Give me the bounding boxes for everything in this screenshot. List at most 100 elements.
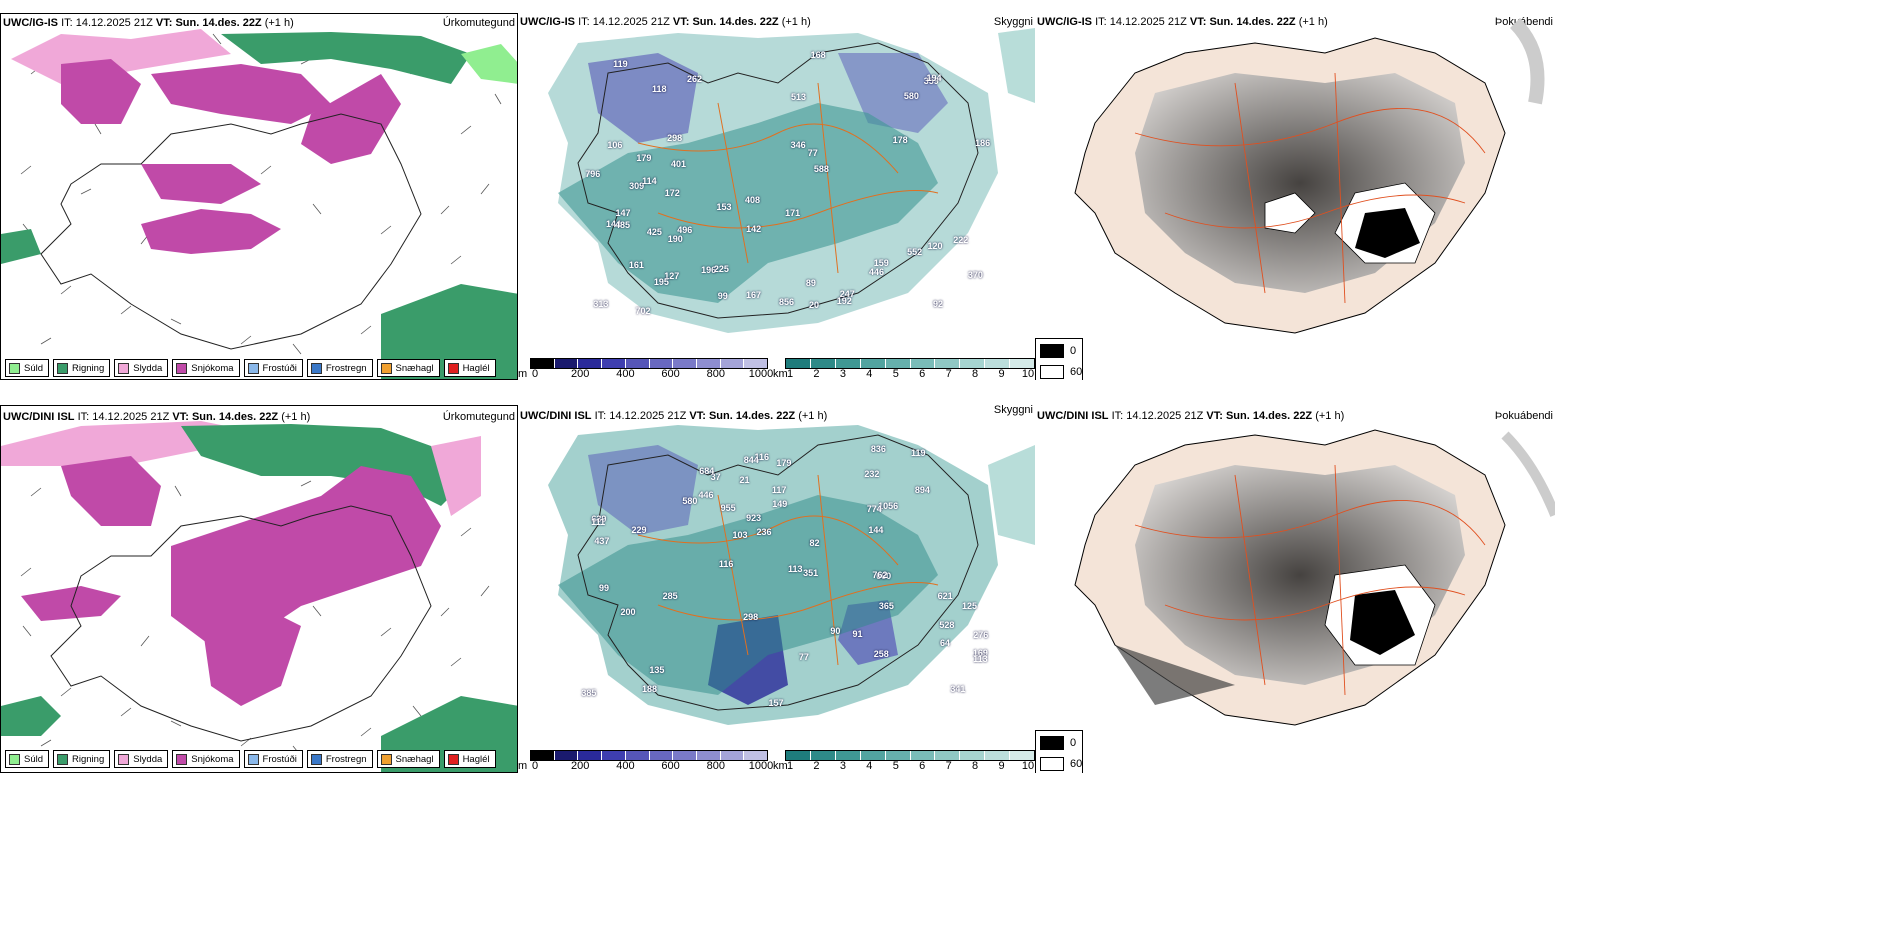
visibility-label: 796 [585, 168, 601, 179]
legend-item: Snæhagl [376, 750, 440, 768]
visibility-label: 485 [614, 219, 630, 230]
colorbar-visibility-km: km 1 2 3 4 5 6 7 8 9 10 [773, 750, 1035, 773]
colorbar-tick-label: 7 [945, 760, 952, 772]
colorbar-unit: m [518, 760, 528, 772]
colorbar-tick-label: 800 [706, 368, 725, 380]
colorbar-segment [810, 751, 836, 760]
colorbar-segment [860, 751, 886, 760]
visibility-label: 341 [950, 683, 966, 694]
visibility-label: 351 [803, 568, 819, 579]
panel-header: UWC/IG-IS IT: 14.12.2025 21Z VT: Sun. 14… [1, 14, 517, 34]
visibility-label: 580 [682, 495, 698, 506]
visibility-label: 702 [635, 305, 651, 316]
visibility-label: 114 [642, 176, 657, 187]
visibility-label: 313 [593, 299, 609, 310]
visibility-label: 116 [754, 452, 770, 463]
visibility-label: 385 [581, 688, 597, 699]
colorbar-segment [649, 751, 674, 760]
colorbar-tick-label: 2 [813, 368, 820, 380]
visibility-label: 955 [720, 502, 736, 513]
colorbar-tick-label: 10 [1021, 760, 1035, 772]
visibility-label: 621 [937, 591, 953, 602]
visibility-label: 639 [591, 513, 607, 524]
colorbar-tick-label: 800 [706, 760, 725, 772]
visibility-label: 236 [756, 526, 772, 537]
visibility-label: 161 [628, 259, 644, 270]
colorbar-segment [554, 751, 579, 760]
panel-header: UWC/DINI ISL IT: 14.12.2025 21Z VT: Sun.… [518, 405, 1035, 427]
visibility-label: 437 [594, 536, 610, 547]
colorbar-tick-label: 0 [531, 368, 539, 380]
visibility-map-dini[interactable]: UWC/DINI ISL IT: 14.12.2025 21Z VT: Sun.… [518, 405, 1035, 773]
visibility-value-labels: 120 172 161 446 127 196 99 147 179 106 118 370 401 55… [518, 13, 1035, 353]
precip-type-map-dini[interactable]: UWC/DINI ISL IT: 14.12.2025 21Z VT: Sun.… [0, 405, 518, 773]
legend-swatch [57, 362, 69, 374]
colorbar-tick-label: 6 [919, 760, 926, 772]
fog-index-map-igis[interactable]: UWC/IG-IS IT: 14.12.2025 21Z VT: Sun. 14… [1035, 13, 1555, 380]
colorbar-segment [985, 359, 1011, 368]
visibility-map-igis[interactable]: UWC/IG-IS IT: 14.12.2025 21Z VT: Sun. 14… [518, 13, 1035, 380]
colorbar-unit: m [518, 368, 528, 380]
colorbar-strip [785, 358, 1035, 369]
colorbar-tick-label: 10 [1021, 368, 1035, 380]
fog-index-map-dini[interactable]: UWC/DINI ISL IT: 14.12.2025 21Z VT: Sun.… [1035, 405, 1555, 773]
legend-item: Frostúði [243, 750, 303, 768]
colorbar-tick-label: 1000 [748, 760, 774, 772]
fog-swatch [1040, 344, 1064, 358]
visibility-label: 285 [662, 590, 678, 601]
colorbar-segment [744, 751, 768, 760]
legend-item: Súld [5, 750, 50, 768]
visibility-label: 82 [809, 537, 820, 548]
colorbar-cloud-base-m: m 0 200 400 600 800 1000 [518, 750, 773, 773]
colorbar-segment [1010, 751, 1035, 760]
legend-swatch [176, 753, 188, 765]
legend-swatch [118, 362, 130, 374]
visibility-label: 147 [615, 208, 631, 218]
visibility-label: 167 [745, 289, 761, 300]
colorbar-segment [578, 359, 603, 368]
visibility-label: 144 [868, 525, 884, 536]
colorbar-tick-label: 5 [892, 760, 899, 772]
visibility-label: 77 [798, 652, 809, 663]
visibility-label: 276 [973, 629, 989, 640]
visibility-label: 99 [717, 291, 728, 302]
visibility-label: 1056 [878, 500, 899, 511]
visibility-label: 171 [785, 208, 801, 219]
colorbar-tick-label: 7 [945, 368, 952, 380]
colorbar-tick-label: 8 [972, 368, 979, 380]
colorbar-tick-label: 400 [616, 760, 635, 772]
colorbar-segment [696, 359, 721, 368]
colorbar-segment [860, 359, 886, 368]
visibility-label: 77 [807, 148, 818, 159]
precip-type-map-igis[interactable]: UWC/IG-IS IT: 14.12.2025 21Z VT: Sun. 14… [0, 13, 518, 380]
colorbar-segment [1010, 359, 1035, 368]
colorbar-tick-label: 4 [866, 760, 873, 772]
visibility-label: 116 [718, 558, 734, 569]
colorbar-segment [786, 359, 811, 368]
colorbar-tick-label: 1000 [748, 368, 774, 380]
visibility-label: 178 [892, 134, 908, 145]
colorbar-tick-label: 9 [998, 760, 1005, 772]
legend-item: Snæhagl [376, 359, 440, 377]
visibility-label: 37 [710, 471, 721, 482]
visibility-label: 99 [598, 582, 609, 593]
model-name: UWC/DINI ISL [3, 411, 75, 423]
colorbar-segment [602, 751, 626, 760]
colorbar-tick-label: 1 [786, 760, 794, 772]
colorbar-segment [960, 751, 986, 760]
legend-item: Frostregn [306, 750, 373, 768]
colorbar-tick-label: 600 [661, 760, 680, 772]
visibility-label: 159 [873, 257, 889, 268]
legend-item: Rigning [53, 750, 111, 768]
visibility-label: 195 [653, 277, 669, 288]
model-name: UWC/DINI ISL [520, 410, 592, 422]
colorbar-segment [531, 359, 555, 368]
visibility-label: 90 [830, 626, 841, 637]
panel-header: UWC/DINI ISL IT: 14.12.2025 21Z VT: Sun.… [1035, 405, 1555, 427]
colorbar-segment [910, 751, 936, 760]
visibility-label: 119 [910, 447, 926, 458]
colorbar-segment [835, 751, 861, 760]
model-name: UWC/IG-IS [3, 17, 58, 29]
colorbar-tick-label: 5 [892, 368, 899, 380]
panel-title: Skyggni [993, 16, 1033, 28]
